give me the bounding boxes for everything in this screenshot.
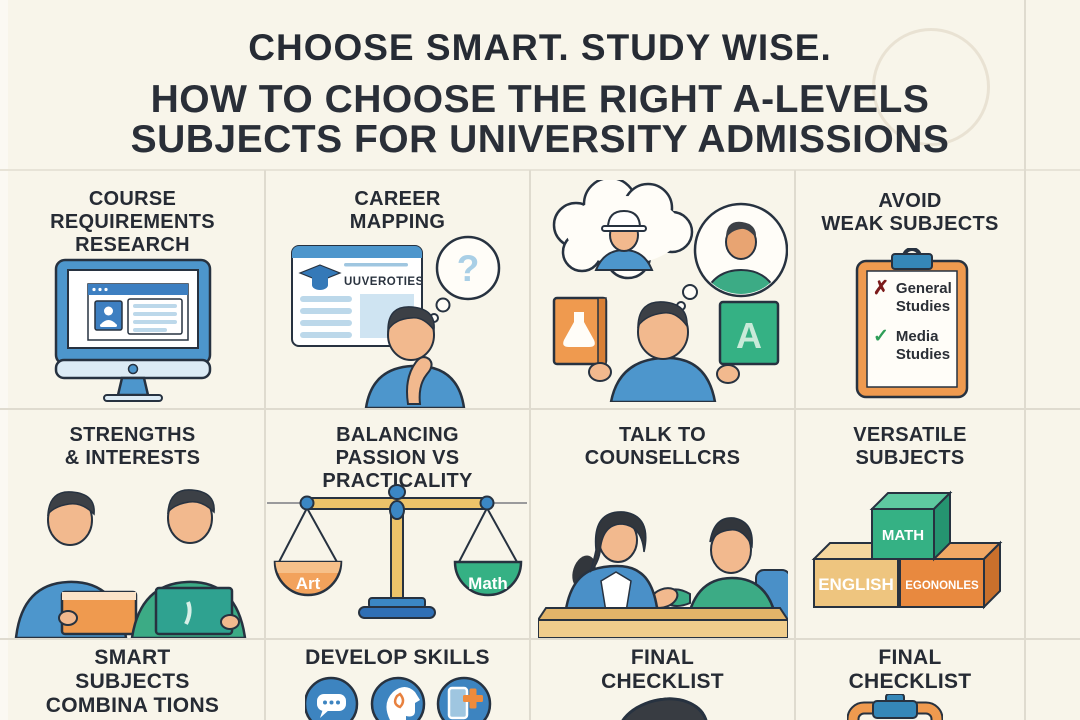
- hard-hat-icon: [606, 209, 642, 229]
- math-block-label: MATH: [882, 527, 924, 544]
- cell-avoid-weak-subjects: AVOID WEAK SUBJECTS ✗ General Studies ✓ …: [795, 170, 1025, 408]
- checklist-item-text: Media Studies: [895, 328, 951, 363]
- book-letter: A: [736, 315, 762, 356]
- math-pan-label: Math: [468, 574, 508, 593]
- grid-vline-1: [264, 170, 266, 720]
- counselling-illustration: [538, 511, 788, 638]
- card-title: UUVEROTIES: [344, 276, 424, 288]
- choosing-person: [588, 301, 740, 402]
- cell-final-checklist-left: FINAL CHECKLIST: [530, 638, 795, 720]
- cell-title: BALANCING PASSION VS PRACTICALITY: [322, 424, 473, 492]
- english-block: ENGLISH: [811, 542, 917, 608]
- person-icon: [104, 306, 113, 316]
- art-pan: Art: [273, 560, 343, 597]
- cell-title: TALK TO COUNSELLCRS: [584, 424, 741, 469]
- check-icon: ✓: [873, 326, 889, 347]
- economics-block-label: EGONONLES: [905, 580, 979, 592]
- checklist-item: ✓ Media Studies: [873, 326, 973, 364]
- grid-hline-1: [0, 169, 1080, 171]
- cell-title: AVOID WEAK SUBJECTS: [821, 190, 999, 235]
- subject-checklist: ✗ General Studies ✓ Media Studies: [873, 278, 973, 364]
- paper-edge: [0, 0, 8, 720]
- browser-bar: [88, 284, 188, 295]
- two-students-illustration: [14, 489, 247, 638]
- science-book: [552, 296, 608, 366]
- student-green: [130, 489, 247, 638]
- phone-icon: [447, 686, 469, 720]
- person-head-top: [613, 693, 709, 720]
- math-pan: Math: [453, 560, 523, 597]
- poster-title: CHOOSE SMART. STUDY WISE.: [248, 27, 832, 68]
- digital-skill-icon: [436, 676, 492, 720]
- grid-vline-4: [1024, 0, 1026, 720]
- cell-career-mapping: CAREER MAPPING UUVEROTIES ?: [265, 170, 530, 408]
- art-pan-label: Art: [296, 574, 321, 593]
- thinking-skill-icon: [370, 676, 426, 720]
- flask-icon: [563, 312, 595, 347]
- english-block-label: ENGLISH: [818, 575, 894, 594]
- hand-on-chin: [406, 356, 433, 405]
- cell-smart-subjects-combinations: SMART SUBJECTS COMBINA TIONS: [0, 638, 265, 720]
- cell-final-checklist-right: FINAL CHECKLIST: [795, 638, 1025, 720]
- desk-top: [538, 607, 788, 621]
- computer-monitor-illustration: [54, 258, 212, 402]
- teal-book: [154, 586, 234, 636]
- thinking-person-hair: [387, 306, 435, 333]
- cell-title: STRENGTHS & INTERESTS: [64, 424, 201, 469]
- monitor-stand: [116, 376, 150, 397]
- desk-front: [538, 619, 788, 638]
- cell-balancing-passion-practicality: BALANCING PASSION VS PRACTICALITY Art Ma…: [265, 408, 530, 638]
- cell-strengths-interests: STRENGTHS & INTERESTS: [0, 408, 265, 638]
- poster-subtitle: HOW TO CHOOSE THE RIGHT A-LEVELS SUBJECT…: [130, 78, 950, 161]
- question-mark-icon: ?: [457, 248, 480, 289]
- cell-versatile-subjects: VERSATILE SUBJECTS ENGLISH EGONONLES MAT…: [795, 408, 1025, 638]
- cell-course-requirements-research: COURSE REQUIREMENTS RESEARCH: [0, 170, 265, 408]
- scale-post: [390, 507, 404, 599]
- cell-title: CAREER MAPPING: [349, 188, 446, 233]
- communication-skill-icon: [305, 676, 359, 720]
- cell-title: FINAL CHECKLIST: [601, 646, 724, 693]
- checklist-item: ✗ General Studies: [873, 278, 973, 316]
- balance-scale-illustration: Art Math: [267, 484, 527, 619]
- grid-hline-2: [0, 408, 1080, 410]
- clipboard-illustration: [855, 248, 969, 399]
- thought-bubble: [435, 235, 501, 301]
- cell-develop-skills: DEVELOP SKILLS: [265, 638, 530, 720]
- grid-hline-3: [0, 638, 1080, 640]
- cell-title: VERSATILE SUBJECTS: [853, 424, 967, 469]
- cell-title: FINAL CHECKLIST: [848, 646, 972, 693]
- cell-title: DEVELOP SKILLS: [305, 646, 490, 669]
- grid-vline-2: [529, 170, 531, 720]
- subject-choice-illustration: A: [552, 180, 788, 402]
- clipboard-top-illustration: [847, 694, 943, 720]
- career-mapping-illustration: UUVEROTIES ?: [291, 235, 501, 408]
- clipboard-clip: [891, 253, 933, 270]
- faint-circle-decor: [872, 28, 990, 146]
- cell-title: COURSE REQUIREMENTS RESEARCH: [50, 188, 215, 256]
- math-block: MATH: [869, 490, 953, 562]
- a-level-book: A: [718, 300, 780, 366]
- student-blue: [14, 491, 138, 638]
- checklist-item-text: General Studies: [895, 280, 952, 315]
- cross-icon: ✗: [873, 278, 889, 299]
- subject-blocks-illustration: ENGLISH EGONONLES MATH: [811, 490, 1003, 610]
- grid-vline-3: [794, 170, 796, 720]
- peer-portrait: [693, 202, 788, 298]
- cell-talk-to-counsellors: TALK TO COUNSELLCRS: [530, 408, 795, 638]
- skills-icons: [305, 676, 492, 720]
- clipboard-clip: [872, 700, 918, 719]
- engineer-in-thought: [594, 209, 654, 271]
- scale-base: [358, 606, 436, 619]
- cell-title: SMART SUBJECTS COMBINA TIONS: [45, 646, 220, 717]
- flame-icon: [393, 692, 405, 709]
- cell-subject-choice-illustration: A: [530, 170, 795, 408]
